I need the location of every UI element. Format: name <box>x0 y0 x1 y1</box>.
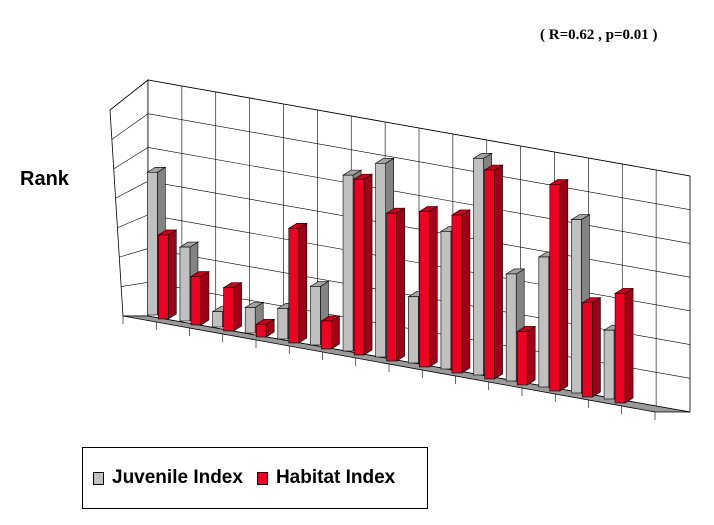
bar-habitat-10-side <box>461 209 471 374</box>
bar-habitat-4 <box>255 318 276 338</box>
bar-habitat-12-front <box>516 331 528 386</box>
bar-habitat-5-front <box>288 228 300 344</box>
bar-habitat-5 <box>287 222 308 344</box>
bar-habitat-2 <box>189 271 210 326</box>
bar-habitat-11-side <box>494 164 503 380</box>
bar-habitat-7 <box>353 173 374 356</box>
bar-juvenile-13-front <box>538 256 550 388</box>
side-gridline <box>119 248 149 258</box>
bar-habitat-3 <box>222 282 243 332</box>
bar-juvenile-3-front <box>212 311 223 328</box>
bar-habitat-6-front <box>321 320 332 350</box>
legend-item-juvenile: Juvenile Index <box>93 467 243 489</box>
bar-juvenile-6-front <box>310 286 321 346</box>
legend-label-habitat: Habitat Index <box>275 467 396 488</box>
bar-habitat-1-front <box>158 234 169 320</box>
bar-habitat-8-front <box>386 212 397 362</box>
bar-habitat-2-front <box>190 276 202 326</box>
floor-plane <box>122 315 691 413</box>
bar-juvenile-11-front <box>473 158 484 376</box>
legend-item-habitat: Habitat Index <box>256 467 396 489</box>
bar-habitat-15 <box>614 287 635 404</box>
side-gridline <box>109 79 149 111</box>
bar-habitat-13-front <box>549 184 561 392</box>
bar-habitat-5-side <box>298 222 308 344</box>
bar-habitat-7-front <box>353 178 365 356</box>
bar-habitat-15-side <box>624 287 634 404</box>
side-gridline <box>111 113 149 140</box>
correlation-annotation: ( R=0.62 , p=0.01 ) <box>540 27 658 43</box>
bar-juvenile-2-front <box>179 246 191 322</box>
bar-juvenile-14-front <box>571 219 582 394</box>
bar-habitat-14-side <box>592 297 601 398</box>
bar-habitat-10 <box>450 209 471 374</box>
bar-habitat-2-side <box>200 271 210 326</box>
bar-habitat-10-front <box>451 214 463 374</box>
bar-habitat-1 <box>157 229 178 320</box>
bar-habitat-12 <box>516 325 537 386</box>
bar-habitat-9-side <box>429 205 438 368</box>
bar-habitat-13-side <box>559 179 569 392</box>
bar-habitat-6-side <box>331 315 340 350</box>
bar-habitat-11-front <box>484 169 495 380</box>
bar-habitat-6 <box>320 315 341 350</box>
bar-juvenile-12-front <box>505 273 517 382</box>
bar-juvenile-4-front <box>244 307 256 334</box>
bar-habitat-9-front <box>419 211 430 368</box>
bar-habitat-4-front <box>255 323 267 338</box>
bar-habitat-14-front <box>582 302 593 398</box>
bar-juvenile-8-front <box>375 162 386 358</box>
bar-juvenile-10-front <box>440 231 452 370</box>
bar-habitat-9 <box>418 205 439 368</box>
bar-juvenile-15-front <box>603 329 615 400</box>
bars <box>146 152 635 404</box>
bar-habitat-13 <box>548 179 569 392</box>
bar-juvenile-9-front <box>408 296 419 364</box>
bar-juvenile-1-front <box>147 171 158 316</box>
bar-habitat-3-front <box>223 287 234 332</box>
bar-juvenile-5-front <box>277 308 289 340</box>
y-axis-label: Rank <box>20 168 69 190</box>
bar-habitat-11 <box>483 164 504 380</box>
bar-habitat-14 <box>581 297 602 398</box>
legend-swatch-juvenile <box>93 471 104 485</box>
legend-label-juvenile: Juvenile Index <box>112 467 243 488</box>
side-gridline <box>113 147 149 170</box>
chart-floor <box>122 315 691 420</box>
bar-habitat-3-side <box>233 282 242 332</box>
side-gridline <box>117 214 149 228</box>
bar-habitat-7-side <box>363 173 373 356</box>
legend: Juvenile Index Habitat Index <box>82 447 428 509</box>
side-gridline <box>121 281 149 287</box>
bar-juvenile-7-front <box>342 174 354 352</box>
bar-habitat-12-side <box>526 325 536 386</box>
bar-habitat-1-side <box>168 229 177 320</box>
legend-swatch-habitat <box>256 471 268 485</box>
bar-habitat-8-side <box>396 207 405 362</box>
side-gridline <box>115 180 149 199</box>
bar-habitat-8 <box>385 207 406 362</box>
bar-habitat-15-front <box>614 293 626 404</box>
